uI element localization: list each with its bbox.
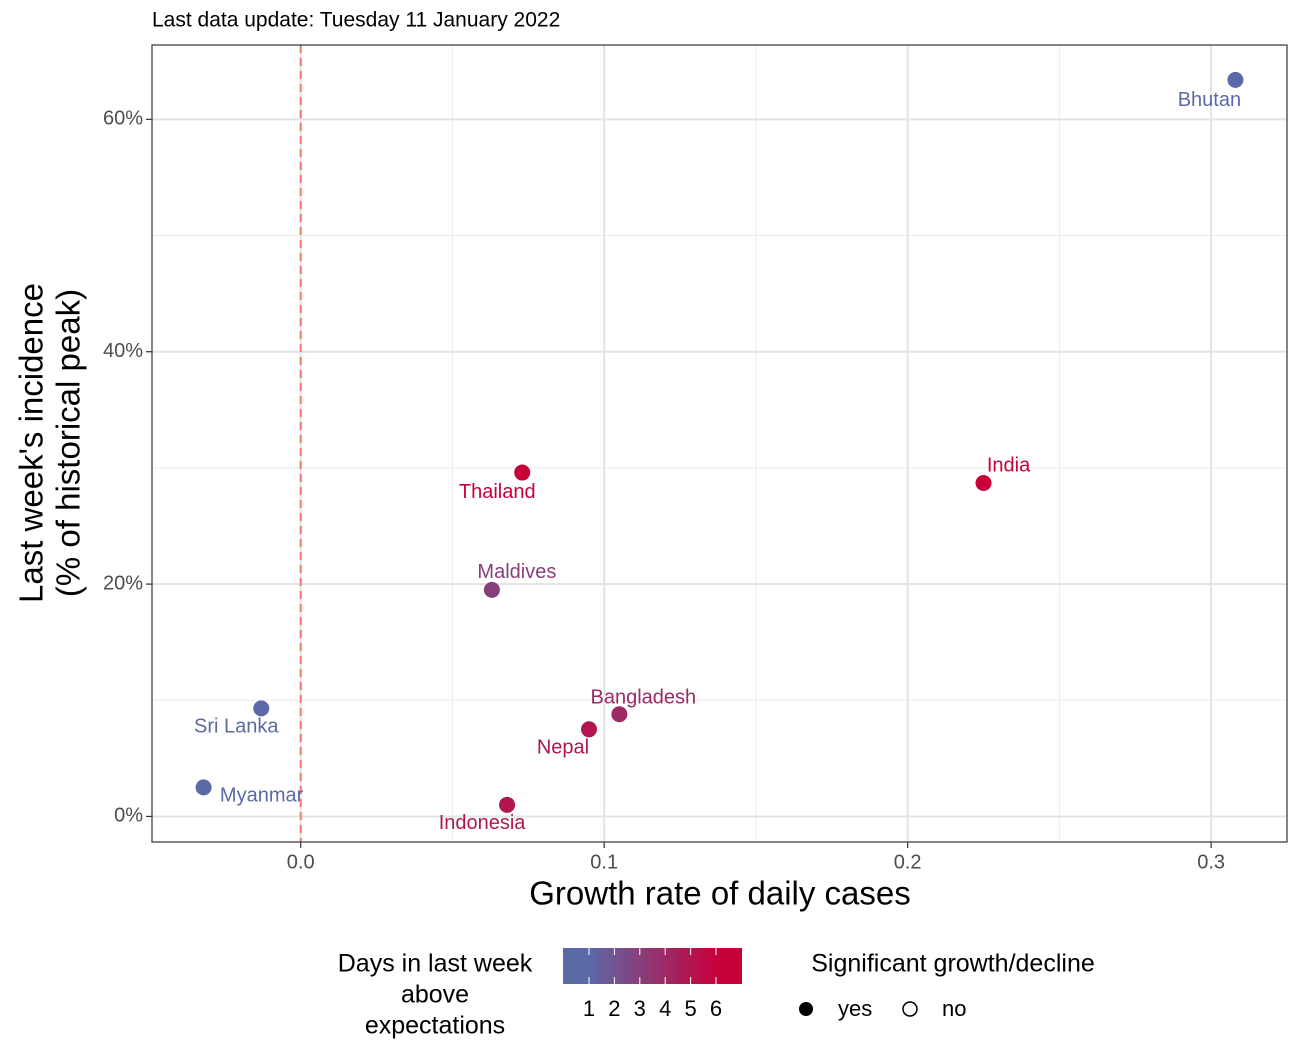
point [499,796,516,813]
legend-title: expectations [365,1012,505,1040]
point [975,475,992,492]
x-tick-label: 0.3 [1197,851,1225,873]
y-axis-title: (% of historical peak) [50,289,87,597]
point-label: Bangladesh [591,686,697,708]
x-axis-title: Growth rate of daily cases [529,875,911,912]
point-label: Bhutan [1178,89,1241,111]
colorbar-label: 4 [659,996,671,1021]
subtitle: Last data update: Tuesday 11 January 202… [152,9,560,32]
point [253,700,270,717]
colorbar-label: 2 [608,996,620,1021]
legend-label: yes [838,996,872,1021]
legend-symbol [799,1002,813,1016]
plot-border [151,44,1288,843]
legend-symbol [902,1001,918,1017]
point-label: Sri Lanka [194,716,279,738]
y-tick-label: 20% [103,572,143,594]
colorbar-label: 3 [634,996,646,1021]
point-label: India [987,454,1031,476]
point-label: Thailand [459,481,536,503]
colorbar [563,948,742,984]
x-tick-label: 0.2 [894,851,922,873]
legend-label: no [942,996,966,1021]
colorbar-label: 6 [710,996,722,1021]
point [514,464,531,481]
y-tick-label: 0% [114,805,143,827]
point [1227,71,1244,88]
y-tick-label: 60% [103,108,143,130]
plot-background [152,45,1287,842]
point-label: Indonesia [439,812,527,834]
x-tick-label: 0.1 [590,851,618,873]
legend-title: Significant growth/decline [811,950,1095,978]
y-tick-label: 40% [103,340,143,362]
legend-title: Days in last week [338,950,533,978]
x-tick-label: 0.0 [287,851,315,873]
point [581,721,598,738]
y-axis-title: Last week's incidence [13,283,50,603]
point [195,779,212,796]
point-label: Maldives [477,561,556,583]
point [483,581,500,598]
colorbar-label: 1 [583,996,595,1021]
colorbar-label: 5 [684,996,696,1021]
point-label: Myanmar [220,785,304,807]
point [611,706,628,723]
point-label: Nepal [537,737,589,759]
legend-title: above [401,981,469,1009]
